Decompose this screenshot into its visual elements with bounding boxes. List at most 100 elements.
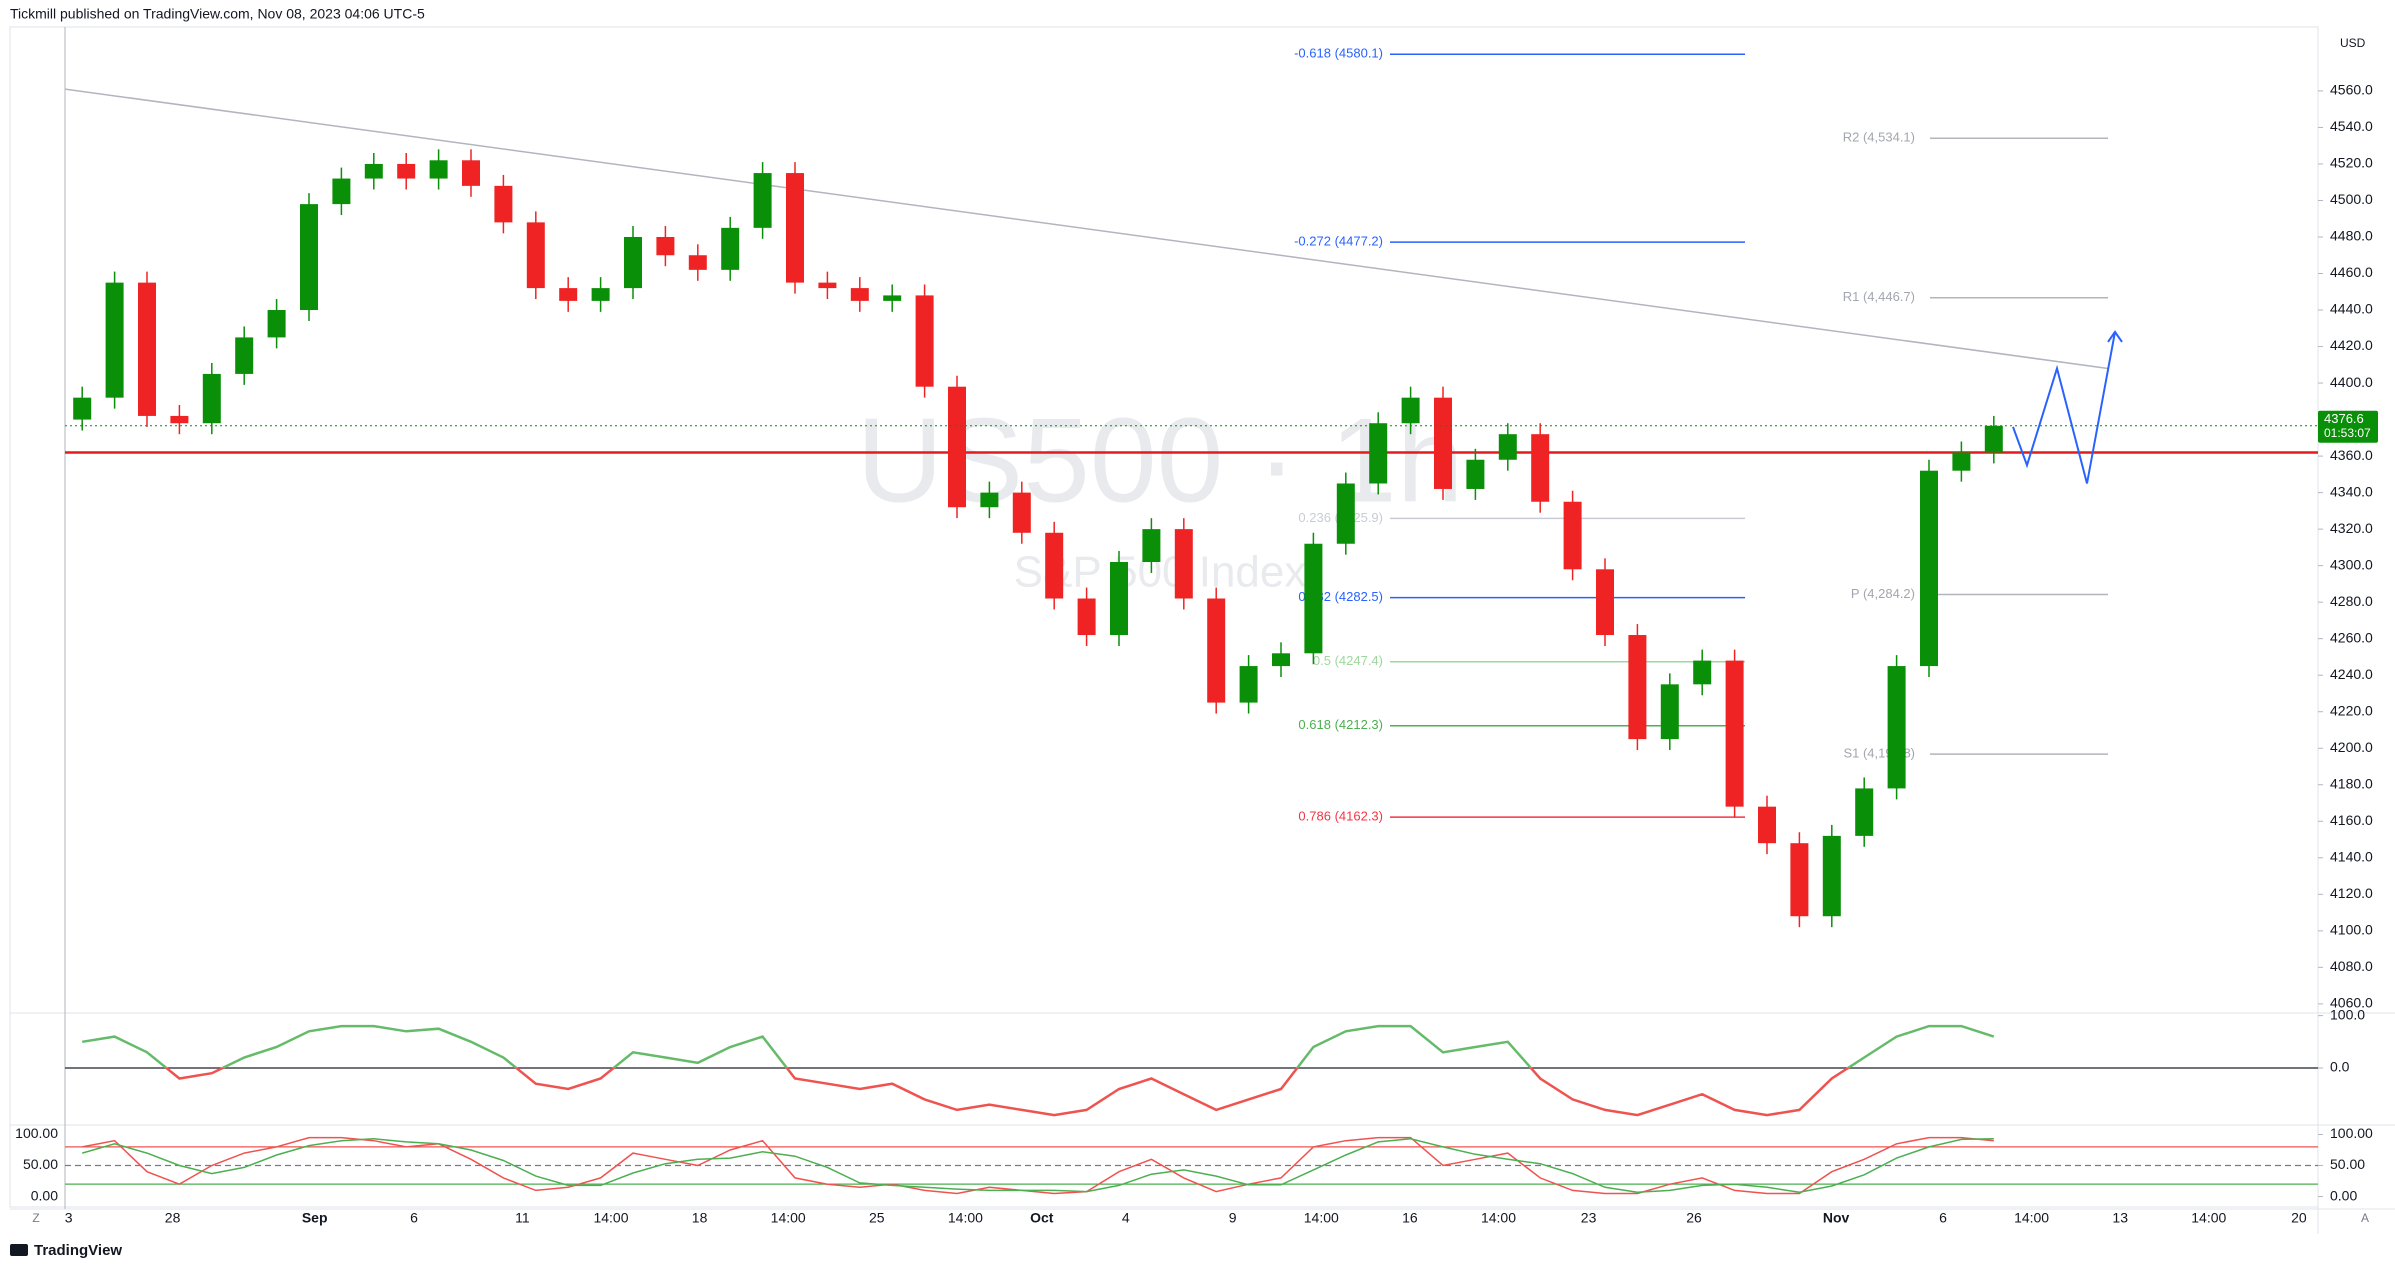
candle-body: [1563, 501, 1582, 570]
x-tick-label: 4: [1122, 1210, 1130, 1226]
candle-body: [1984, 425, 2003, 453]
fib-label: 0.618 (4212.3): [1298, 717, 1383, 732]
y-tick-label: 4520.0: [2330, 155, 2373, 171]
header: Tickmill published on TradingView.com, N…: [10, 6, 425, 22]
oscillator-line-above: [82, 1024, 1995, 1068]
candle-body: [235, 337, 254, 374]
countdown: 01:53:07: [2324, 426, 2371, 440]
x-tick-label: 6: [1939, 1210, 1947, 1226]
candle-body: [105, 282, 124, 398]
y-tick-label: 4060.0: [2330, 995, 2373, 1011]
y-tick-label: 4100.0: [2330, 922, 2373, 938]
candle-body: [1401, 397, 1420, 424]
y-tick-label: 4120.0: [2330, 885, 2373, 901]
candle-body: [688, 255, 707, 270]
x-tick-label: 11: [515, 1210, 530, 1226]
candle-body: [1822, 835, 1841, 917]
candle-body: [1434, 397, 1452, 489]
candle-body: [332, 178, 351, 205]
y-tick-label: 4320.0: [2330, 520, 2373, 536]
x-tick-label: 14:00: [593, 1210, 628, 1226]
x-tick-label: 26: [1686, 1210, 1702, 1226]
candle-body: [429, 160, 448, 179]
candle-body: [1660, 684, 1679, 740]
candle-body: [1693, 660, 1712, 685]
pivot-label: P (4,284.2): [1851, 586, 1915, 601]
candle-body: [753, 173, 772, 228]
candle-body: [1725, 660, 1744, 807]
candle-body: [202, 373, 221, 424]
brand-logo: [10, 1244, 28, 1256]
candle-body: [1498, 434, 1517, 460]
last-price: 4376.6: [2324, 411, 2364, 426]
y-tick-label: 0.0: [2330, 1059, 2350, 1075]
y-tick-label: 100.0: [2330, 1006, 2365, 1022]
y-tick-label: 0.00: [2330, 1187, 2357, 1203]
y-tick-label-left: 50.00: [23, 1156, 58, 1172]
candle-body: [786, 173, 804, 283]
candle-body: [1920, 470, 1938, 667]
candle-body: [1790, 843, 1809, 917]
last-price-tag: [2318, 410, 2378, 443]
x-tick-label: 16: [1402, 1210, 1418, 1226]
candle-body: [850, 288, 869, 301]
candle-body: [1369, 423, 1388, 484]
x-tick-label: 14:00: [1481, 1210, 1516, 1226]
y-tick-label: 4280.0: [2330, 593, 2373, 609]
candle-body: [1077, 598, 1096, 636]
x-tick-label: 23: [1581, 1210, 1597, 1226]
candle-body: [883, 295, 902, 301]
candle-body: [1142, 529, 1161, 562]
candle-body: [494, 185, 513, 223]
candle-body: [1596, 569, 1614, 636]
y-tick-label: 4180.0: [2330, 775, 2373, 791]
candle-body: [462, 160, 480, 186]
candle-body: [559, 288, 578, 301]
candle-body: [915, 295, 934, 387]
x-tick-label: 14:00: [2191, 1210, 2226, 1226]
brand: TradingView: [10, 1242, 122, 1259]
candle-body: [138, 282, 156, 416]
candle-body: [1110, 561, 1128, 636]
x-tick-label: 20: [2291, 1210, 2307, 1226]
candle-body: [397, 163, 416, 179]
candle-body: [300, 204, 318, 311]
brand-name: TradingView: [34, 1242, 122, 1259]
candle-body: [1045, 532, 1064, 599]
candle-body: [1239, 666, 1258, 703]
x-tick-label: 14:00: [1304, 1210, 1339, 1226]
y-tick-label: 4080.0: [2330, 958, 2373, 974]
auto-button[interactable]: A: [2361, 1211, 2369, 1225]
candle-body: [980, 492, 999, 508]
candle-body: [1466, 459, 1485, 489]
oscillator-line-below: [164, 1068, 1851, 1117]
zoom-button[interactable]: Z: [32, 1211, 39, 1225]
candle-body: [1272, 653, 1290, 667]
candle-body: [948, 386, 966, 508]
x-tick-label: 18: [692, 1210, 708, 1226]
y-tick-label-left: 100.00: [15, 1125, 58, 1141]
x-tick-label: 14:00: [948, 1210, 983, 1226]
x-tick-label: 3: [65, 1210, 73, 1226]
x-tick-label: 14:00: [2014, 1210, 2049, 1226]
candle-body: [656, 236, 675, 256]
candle-body: [1207, 598, 1226, 703]
y-tick-label-left: 0.00: [31, 1187, 58, 1203]
y-tick-label: 4400.0: [2330, 374, 2373, 390]
y-tick-label: 4480.0: [2330, 228, 2373, 244]
candle-body: [1758, 806, 1776, 844]
y-tick-label: 4260.0: [2330, 629, 2373, 645]
y-tick-label: 4360.0: [2330, 447, 2373, 463]
y-tick-label: 4540.0: [2330, 118, 2373, 134]
y-tick-label: 4160.0: [2330, 812, 2373, 828]
candle-body: [1855, 788, 1874, 836]
y-tick-label: 4340.0: [2330, 483, 2373, 499]
y-tick-label: 4560.0: [2330, 82, 2373, 98]
x-tick-label: Sep: [302, 1210, 328, 1226]
projection: [2012, 331, 2116, 484]
candle-body: [1628, 635, 1647, 740]
candle-body: [818, 282, 837, 289]
x-tick-label: 6: [410, 1210, 418, 1226]
